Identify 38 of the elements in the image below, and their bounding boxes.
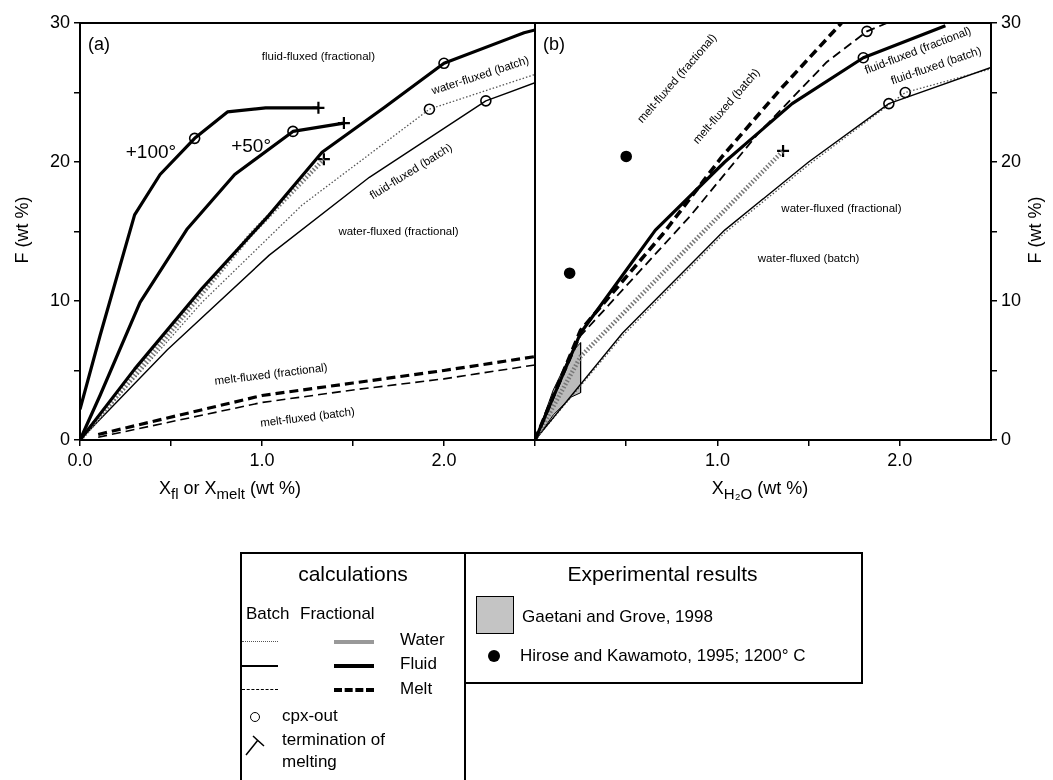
text: calculations: [297, 562, 409, 586]
y-tick-label: 30: [49, 11, 70, 32]
annotation: water-fluxed (fractional): [780, 202, 902, 215]
y2-axis-title: F (wt %): [1024, 196, 1046, 264]
x-tick-label: 2.0: [431, 449, 457, 470]
text: Fractional: [300, 604, 375, 624]
annotation: melt-fluxed (batch): [259, 405, 356, 429]
text: Batch: [246, 604, 290, 624]
annotation: melt-fluxed (fractional): [213, 360, 329, 387]
y2-tick-label: 10: [1001, 289, 1022, 310]
annotation: +100°: [125, 140, 177, 162]
text: cpx-out: [282, 706, 338, 726]
text: Gaetani and Grove, 1998: [522, 607, 713, 627]
x-tick-label: 1.0: [249, 449, 275, 470]
y-axis-title: F (wt %): [11, 196, 33, 264]
y2-tick-label: 0: [1001, 428, 1012, 449]
x-tick-label: 0.0: [67, 449, 93, 470]
text: Fluid: [400, 654, 437, 674]
text: Hirose and Kawamoto, 1995; 1200° C: [520, 646, 806, 666]
x-tick-label: 2.0: [887, 449, 913, 470]
annotation: fluid-fluxed (fractional): [261, 49, 376, 62]
y-tick-label: 10: [49, 289, 70, 310]
x-tick-label: 1.0: [704, 449, 730, 470]
annotation: water-fluxed (fractional): [337, 224, 459, 237]
y2-tick-label: 20: [1001, 150, 1022, 171]
annotation: (a): [88, 33, 110, 54]
annotation: water-fluxed (batch): [756, 252, 860, 265]
annotation: (b): [543, 33, 565, 54]
y2-tick-label: 30: [1001, 11, 1022, 32]
text: Water: [400, 630, 445, 650]
text: Experimental results: [566, 562, 759, 586]
y-tick-label: 20: [49, 150, 70, 171]
text: termination of melting: [282, 729, 386, 773]
x-axis-title: X$_{H₂O}$ (wt %): [711, 478, 809, 502]
text: Melt: [400, 679, 433, 699]
annotation: +50°: [231, 134, 271, 156]
y-tick-label: 0: [59, 428, 70, 449]
x-axis-title: X$_{fl}$ or X$_{melt}$ (wt %): [159, 478, 301, 502]
